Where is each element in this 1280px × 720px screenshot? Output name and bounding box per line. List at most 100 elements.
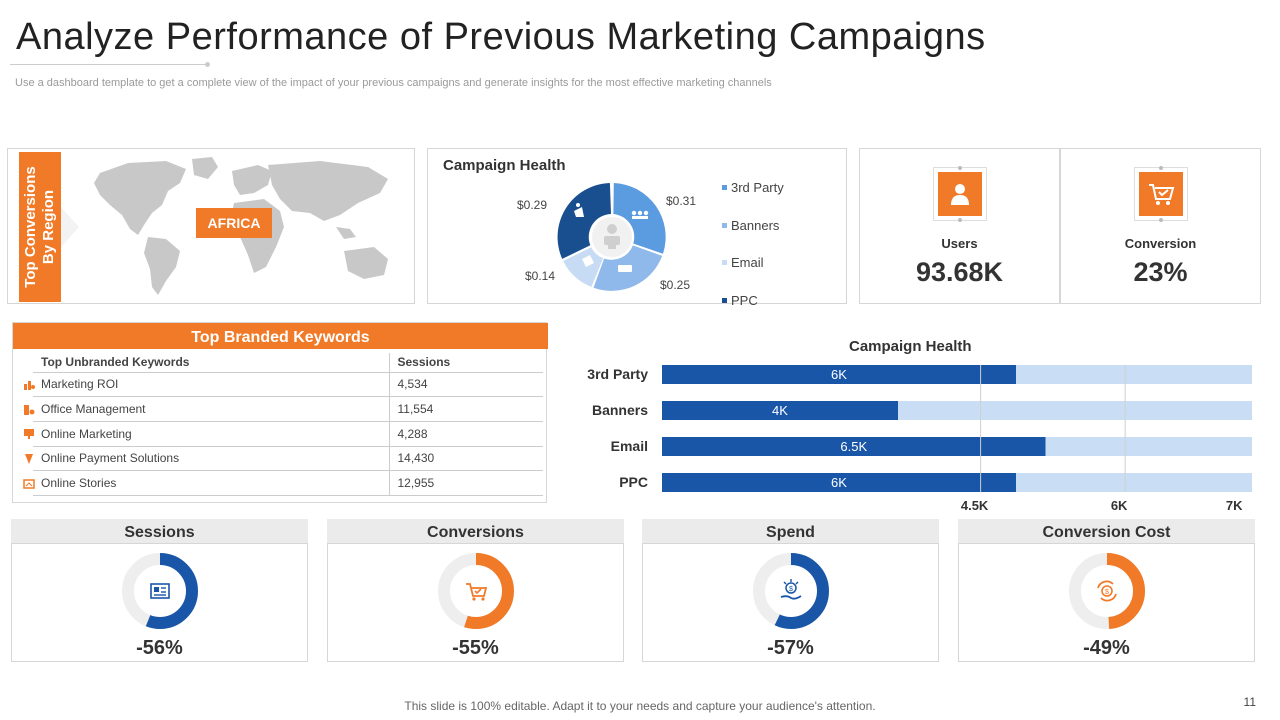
kpi-users-card: Users 93.68K: [859, 148, 1060, 304]
keywords-title: Top Branded Keywords: [13, 323, 548, 349]
keyword-cell: Online Payment Solutions: [33, 446, 390, 472]
gauge-arc: [752, 553, 829, 629]
bar: [662, 473, 1016, 492]
category-label: PPC: [619, 474, 648, 490]
keyword-cell: Online Stories: [33, 470, 390, 496]
keywords-table: Top Unbranded Keywords Sessions Marketin…: [33, 353, 543, 496]
gauge-arc: [437, 553, 514, 629]
legend-label: PPC: [731, 292, 758, 308]
metric-value-conversions: -55%: [452, 637, 499, 659]
cart-icon: [465, 583, 487, 601]
legend-swatch: [722, 222, 727, 228]
sessions-cell: 4,288: [389, 421, 543, 447]
bar-value-label: 4K: [772, 403, 788, 418]
mail-icon: [582, 255, 594, 267]
presenter-icon: [604, 224, 620, 249]
region-label: Top Conversions By Region: [19, 152, 61, 302]
news-icon: [149, 583, 170, 599]
page-subtitle: Use a dashboard template to get a comple…: [15, 77, 772, 89]
metric-label-conversions: Conversions: [327, 519, 624, 543]
metric-label-sessions: Sessions: [11, 519, 308, 543]
metric-value-conversion-cost: -49%: [1083, 637, 1130, 659]
category-label: Banners: [592, 402, 648, 418]
sessions-cell: 11,554: [389, 396, 543, 422]
legend-swatch: [722, 185, 727, 191]
metric-gauge: $: [1068, 553, 1145, 629]
legend-label: 3rd Party: [731, 180, 784, 196]
page-title: Analyze Performance of Previous Marketin…: [16, 16, 986, 58]
metric-label-spend: Spend: [642, 519, 939, 543]
keyword-cell: Office Management: [33, 396, 390, 422]
kpi-conversion-value: 23%: [1133, 257, 1188, 287]
table-row: Online Payment Solutions 14,430: [33, 446, 543, 472]
metric-card-conversions: -55%: [327, 543, 624, 662]
kpi-users-label: Users: [941, 236, 978, 251]
chat-icon: [618, 265, 632, 272]
svg-text:$: $: [1105, 589, 1109, 596]
tick-label: 7K: [1226, 498, 1243, 513]
page-number: 11: [1243, 695, 1256, 709]
metric-label-conversion-cost: Conversion Cost: [958, 519, 1255, 543]
megaphone-icon: [574, 203, 584, 217]
region-arrow: [61, 207, 79, 247]
kpi-conversion-card: Conversion 23%: [1060, 148, 1261, 304]
title-divider: [10, 62, 210, 67]
donut-label-ppc: $0.29: [517, 198, 548, 212]
legend-item-banners: Banners: [722, 207, 784, 245]
bar-chart-title: Campaign Health: [849, 338, 972, 355]
metric-card-sessions: -56%: [11, 543, 308, 662]
metric-card-spend: $ -57%: [642, 543, 939, 662]
gauge-arc: [1068, 553, 1145, 629]
bar: [662, 365, 1016, 384]
donut-legend: 3rd Party Banners Email PPC: [722, 169, 784, 319]
tick-label: 6K: [1111, 498, 1128, 513]
metric-gauge: $: [752, 553, 829, 629]
monitor-icon: [24, 429, 34, 439]
table-row: Marketing ROI 4,534: [33, 372, 543, 398]
donut-slice-ppc: [557, 183, 611, 259]
legend-swatch: [722, 260, 727, 266]
legend-item-3rd-party: 3rd Party: [722, 169, 784, 207]
campaign-health-bar-chart: 3rd Party 6K Banners 4K Email 6.5K PPC 6K 4.5K 6K…: [587, 365, 1252, 513]
metric-card-conversion-cost: $ -49%: [958, 543, 1255, 662]
kpi-users-value: 93.68K: [915, 257, 1004, 287]
tick-label: 4.5K: [961, 498, 989, 513]
svg-text:$: $: [789, 586, 793, 593]
bar: [662, 437, 1046, 456]
table-row: Office Management 11,554: [33, 396, 543, 422]
kpi-conversion-label: Conversion: [1124, 236, 1197, 251]
coin-cycle-icon: $: [1096, 580, 1117, 602]
hand-money-icon: $: [780, 579, 801, 600]
branded-keywords-card: Top Branded Keywords Top Unbranded Keywo…: [12, 322, 548, 503]
bar-value-label: 6K: [831, 475, 847, 490]
bar: [662, 401, 898, 420]
sessions-cell: 14,430: [389, 446, 543, 472]
sessions-cell: 4,534: [389, 372, 543, 398]
sessions-cell: 12,955: [389, 470, 543, 496]
region-label-line2: By Region: [40, 189, 57, 265]
legend-swatch: [722, 297, 727, 303]
table-header-row: Top Unbranded Keywords Sessions: [33, 353, 543, 373]
column-header-sessions: Sessions: [389, 353, 543, 373]
legend-label: Banners: [731, 217, 780, 233]
column-header-keyword: Top Unbranded Keywords: [33, 353, 390, 373]
donut-label-email: $0.14: [525, 269, 556, 283]
campaign-health-donut-card: Campaign Health $0.31 $0.25 $0: [427, 148, 847, 308]
metric-gauge: [121, 553, 198, 629]
legend-label: Email: [731, 255, 764, 271]
region-card: Top Conversions By Region AFRICA: [7, 148, 415, 304]
people-icon: [631, 210, 649, 219]
footer-note: This slide is 100% editable. Adapt it to…: [404, 699, 876, 713]
donut-label-banners: $0.25: [660, 278, 691, 292]
legend-item-ppc: PPC: [722, 282, 784, 320]
bar-value-label: 6K: [831, 367, 847, 382]
keyword-cell: Online Marketing: [33, 421, 390, 447]
gauge-center: [137, 569, 182, 613]
metric-value-spend: -57%: [767, 637, 814, 659]
metric-gauge: [437, 553, 514, 629]
metric-value-sessions: -56%: [136, 637, 183, 659]
donut-label-3rd-party: $0.31: [666, 194, 697, 208]
table-row: Online Stories 12,955: [33, 470, 543, 496]
category-label: 3rd Party: [587, 366, 648, 382]
gauge-center: [768, 569, 813, 613]
